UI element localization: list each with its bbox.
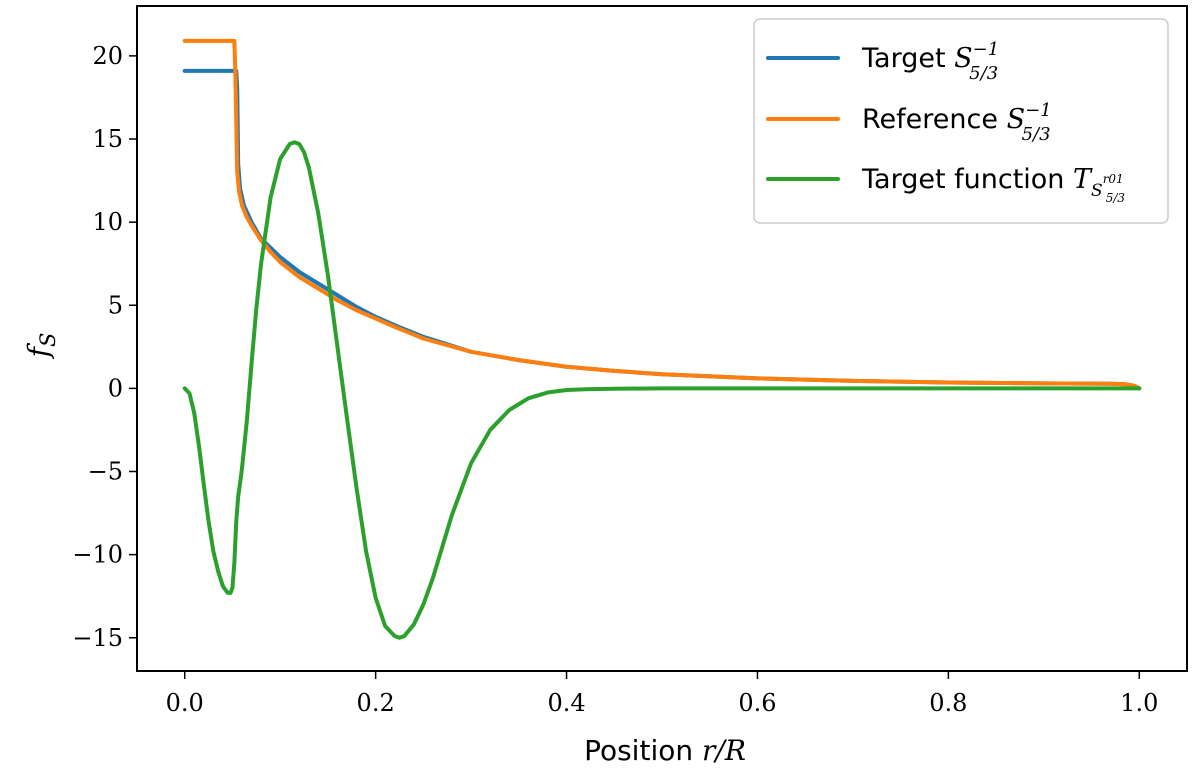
y-tick-label: −5 bbox=[88, 458, 123, 486]
legend-frame bbox=[753, 18, 1169, 224]
y-tick-label: −15 bbox=[72, 624, 123, 652]
y-axis: −15 −10 −5 0 5 10 15 20 bbox=[72, 42, 137, 652]
svg-text:fS: fS bbox=[22, 333, 60, 360]
axes-frame bbox=[136, 5, 1188, 672]
legend-entry-target: Target S−1 5/3 bbox=[766, 39, 999, 84]
y-tick-label: 20 bbox=[92, 42, 123, 70]
y-tick-label: 5 bbox=[108, 291, 123, 319]
y-tick-label: 10 bbox=[92, 208, 123, 236]
series-line-target-function bbox=[182, 140, 1142, 640]
x-tick-label: 0.8 bbox=[929, 689, 967, 717]
y-tick-label: 15 bbox=[92, 125, 123, 153]
svg-text:Target S−15/3: Target S−1 5/3 bbox=[861, 39, 999, 84]
legend-entry-reference: Reference S−1 5/3 bbox=[766, 100, 1052, 145]
x-tick-label: 0.0 bbox=[166, 689, 204, 717]
legend-entry-target-function: Target function TSr01 5/3 bbox=[766, 164, 1125, 205]
y-tick-label: 0 bbox=[108, 374, 123, 402]
x-tick-label: 0.2 bbox=[357, 689, 395, 717]
x-tick-label: 0.6 bbox=[738, 689, 776, 717]
x-axis-label: Position r/R bbox=[584, 734, 746, 767]
x-tick-label: 0.4 bbox=[547, 689, 585, 717]
series-group bbox=[182, 38, 1142, 640]
plot-area bbox=[136, 5, 1188, 672]
y-axis-label: fS bbox=[22, 333, 60, 360]
legend: Target S−1 5/3 Reference S−1 5/3 Target fu… bbox=[753, 18, 1169, 224]
y-tick-label: −10 bbox=[72, 541, 123, 569]
x-tick-label: 1.0 bbox=[1120, 689, 1158, 717]
svg-text:Reference S−15/3: Reference S−1 5/3 bbox=[862, 100, 1052, 145]
x-axis: 0.0 0.2 0.4 0.6 0.8 1.0 bbox=[166, 671, 1158, 717]
series-line-reference bbox=[182, 38, 1142, 391]
